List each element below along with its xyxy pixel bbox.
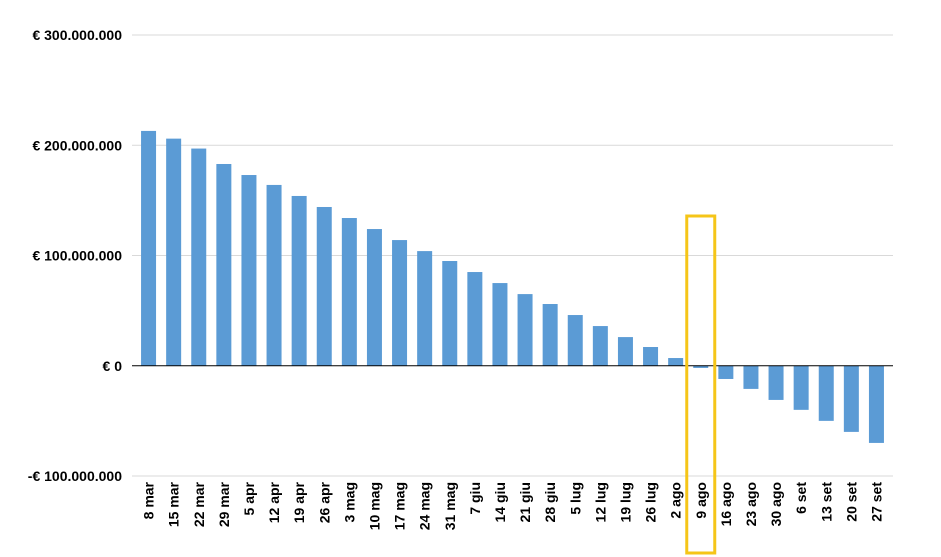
bar [316, 206, 332, 366]
bar [592, 326, 608, 366]
x-tick-label: 13 set [818, 482, 834, 522]
x-tick-label: 24 mag [417, 482, 433, 530]
x-tick-label: 20 set [843, 482, 859, 522]
x-tick-label: 26 lug [643, 482, 659, 522]
x-tick-label: 8 mar [141, 481, 157, 519]
y-tick-label: € 200.000.000 [32, 137, 122, 153]
x-tick-label: 17 mag [392, 482, 408, 530]
bar [191, 148, 207, 366]
bar [517, 294, 533, 366]
bar [567, 315, 583, 366]
bar [266, 184, 282, 366]
x-tick-label: 10 mag [366, 482, 382, 530]
x-tick-label: 2 ago [668, 482, 684, 519]
y-tick-label: € 300.000.000 [32, 27, 122, 43]
bar [241, 175, 257, 366]
x-axis-tick-labels: 8 mar 15 mar 22 mar 29 mar 5 apr 12 apr 19 apr… [141, 481, 885, 530]
bar [141, 130, 157, 366]
bar [417, 251, 433, 366]
bar [291, 195, 307, 366]
x-tick-label: 27 set [868, 482, 884, 522]
x-tick-label: 12 lug [592, 482, 608, 522]
bar [843, 365, 859, 432]
x-tick-label: 28 giu [542, 482, 558, 522]
bar [392, 240, 408, 366]
bar [668, 358, 684, 366]
bar [617, 337, 633, 366]
x-tick-label: 9 ago [693, 482, 709, 519]
x-tick-label: 26 apr [316, 481, 332, 523]
x-tick-label: 31 mag [442, 482, 458, 530]
y-tick-label: -€ 100.000.000 [28, 468, 122, 484]
x-tick-label: 21 giu [517, 482, 533, 522]
x-tick-label: 30 ago [768, 482, 784, 526]
bar [868, 365, 884, 443]
x-tick-label: 7 giu [467, 482, 483, 515]
bar [442, 261, 458, 366]
y-axis-tick-labels: € 300.000.000 € 200.000.000 € 100.000.000 €… [28, 27, 122, 484]
x-tick-label: 14 giu [492, 482, 508, 522]
x-tick-label: 23 ago [743, 482, 759, 526]
bar [693, 365, 709, 368]
x-tick-label: 12 apr [266, 481, 282, 523]
bar [718, 365, 734, 379]
x-tick-label: 6 set [793, 482, 809, 514]
x-tick-label: 22 mar [191, 481, 207, 527]
bar [467, 272, 483, 366]
bar [768, 365, 784, 400]
highlight-box [685, 214, 717, 555]
y-tick-label: € 0 [103, 358, 123, 374]
bar [216, 163, 232, 366]
x-tick-label: 3 mag [341, 482, 357, 522]
bar [166, 138, 182, 366]
x-tick-label: 19 apr [291, 481, 307, 523]
bar [643, 347, 659, 366]
x-tick-label: 15 mar [166, 481, 182, 527]
bar [793, 365, 809, 410]
bars [141, 130, 884, 443]
x-tick-label: 16 ago [718, 482, 734, 526]
bar [542, 304, 558, 366]
x-tick-label: 5 apr [241, 481, 257, 515]
gridlines [132, 34, 893, 477]
x-tick-label: 19 lug [617, 482, 633, 522]
bar [818, 365, 834, 421]
bar [743, 365, 759, 389]
x-tick-label: 29 mar [216, 481, 232, 527]
x-tick-label: 5 lug [567, 482, 583, 515]
bar [366, 229, 382, 366]
y-tick-label: € 100.000.000 [32, 248, 122, 264]
bar [341, 218, 357, 366]
bar [492, 283, 508, 366]
